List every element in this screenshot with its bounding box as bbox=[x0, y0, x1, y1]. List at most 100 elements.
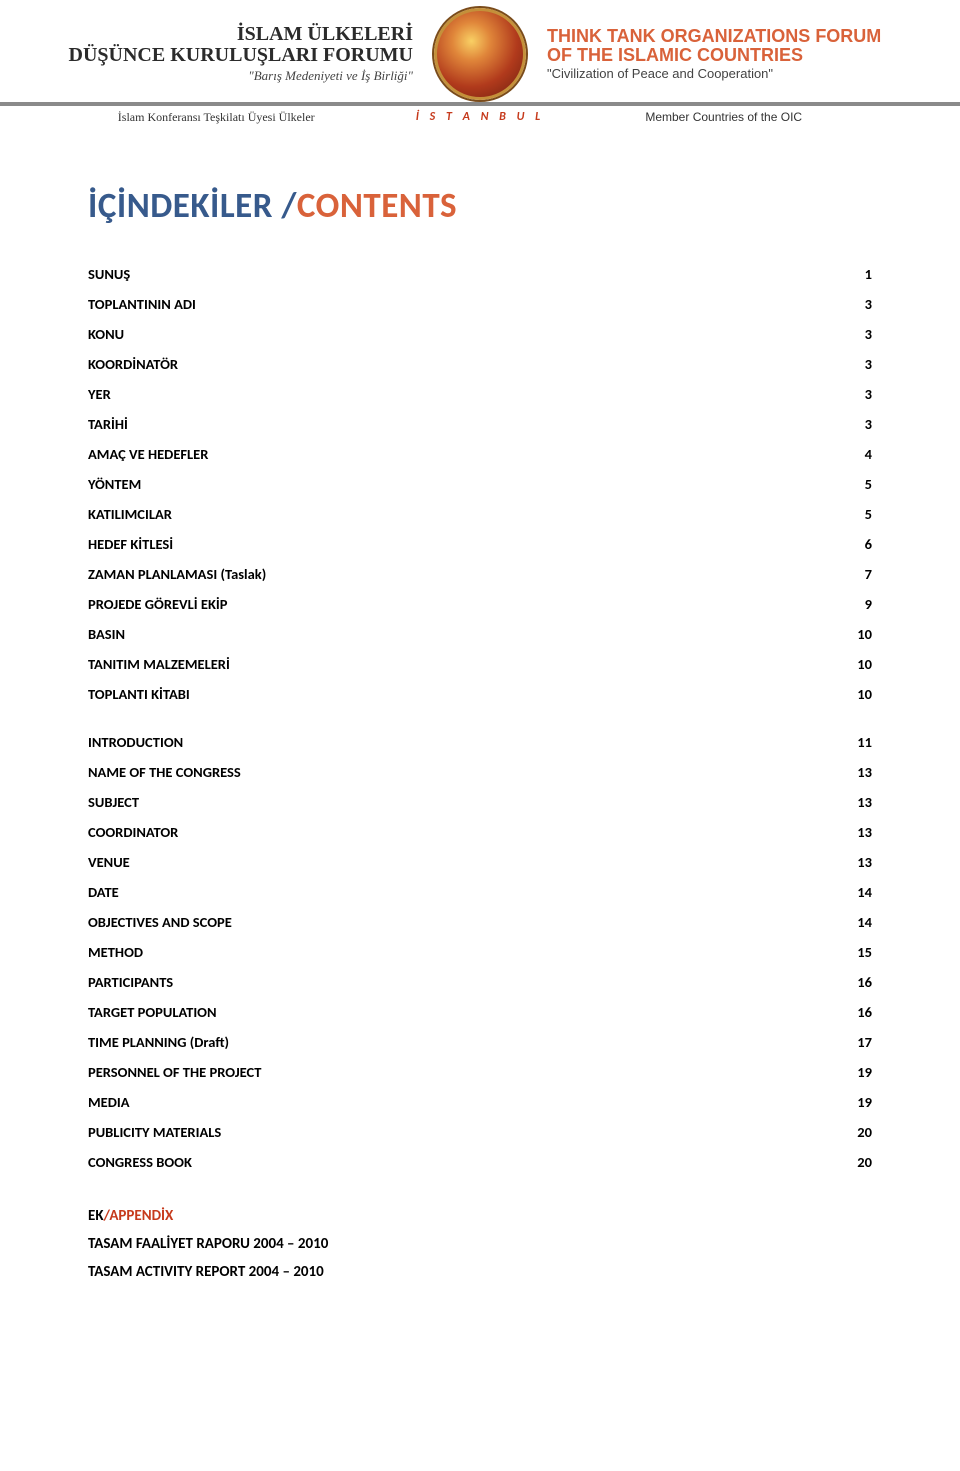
toc-group-turkish: SUNUŞ 1TOPLANTININ ADI 3KONU 3KOORDİNATÖ… bbox=[88, 265, 872, 703]
toc-page-number: 5 bbox=[865, 505, 872, 523]
globe-badge-icon bbox=[434, 8, 526, 100]
toc-page-number: 13 bbox=[857, 853, 872, 871]
toc-page-number: 20 bbox=[857, 1153, 872, 1171]
toc-page-number: 3 bbox=[865, 415, 872, 433]
tagline-tr: "Barış Medeniyeti ve İş Birliği" bbox=[0, 68, 413, 84]
toc-page-number: 13 bbox=[857, 823, 872, 841]
toc-entry: KONU 3 bbox=[88, 325, 872, 343]
toc-entry: BASIN 10 bbox=[88, 625, 872, 643]
toc-label: OBJECTIVES AND SCOPE bbox=[88, 913, 232, 931]
toc-label: VENUE bbox=[88, 853, 130, 871]
toc-page-number: 7 bbox=[865, 565, 872, 583]
toc-page-number: 20 bbox=[857, 1123, 872, 1141]
toc-label: SUNUŞ bbox=[88, 265, 130, 283]
org-title-en-line1: THINK TANK ORGANIZATIONS FORUM bbox=[547, 27, 960, 46]
toc-label: YÖNTEM bbox=[88, 475, 141, 493]
toc-page-number: 10 bbox=[857, 655, 872, 673]
toc-label: INTRODUCTION bbox=[88, 733, 183, 751]
toc-entry: OBJECTIVES AND SCOPE 14 bbox=[88, 913, 872, 931]
toc-label: NAME OF THE CONGRESS bbox=[88, 763, 241, 781]
banner-center bbox=[425, 8, 535, 100]
subhead-en: Member Countries of the OIC bbox=[637, 110, 960, 125]
toc-entry: NAME OF THE CONGRESS 13 bbox=[88, 763, 872, 781]
toc-entry: TARGET POPULATION 16 bbox=[88, 1003, 872, 1021]
toc-label: PARTICIPANTS bbox=[88, 973, 173, 991]
toc-entry: TOPLANTI KİTABI 10 bbox=[88, 685, 872, 703]
toc-page-number: 14 bbox=[857, 913, 872, 931]
toc-entry: VENUE 13 bbox=[88, 853, 872, 871]
toc-page-number: 19 bbox=[857, 1063, 872, 1081]
toc-entry: MEDIA 19 bbox=[88, 1093, 872, 1111]
header-rule bbox=[0, 102, 960, 106]
banner-right: THINK TANK ORGANIZATIONS FORUM OF THE IS… bbox=[539, 27, 960, 82]
toc-page-number: 14 bbox=[857, 883, 872, 901]
toc-label: COORDINATOR bbox=[88, 823, 178, 841]
toc-label: KATILIMCILAR bbox=[88, 505, 172, 523]
toc-entry: PROJEDE GÖREVLİ EKİP 9 bbox=[88, 595, 872, 613]
toc-label: ZAMAN PLANLAMASI (Taslak) bbox=[88, 565, 266, 583]
toc-label: TARİHİ bbox=[88, 415, 128, 433]
toc-entry: TARİHİ 3 bbox=[88, 415, 872, 433]
page-body: İÇİNDEKİLER /CONTENTS SUNUŞ 1 TOPLANTININ… bbox=[0, 185, 960, 1341]
org-title-tr-line1: İSLAM ÜLKELERİ bbox=[0, 24, 413, 45]
toc-entry: PUBLICITY MATERIALS 20 bbox=[88, 1123, 872, 1141]
toc-page-number: 16 bbox=[857, 973, 872, 991]
toc-label: TOPLANTI KİTABI bbox=[88, 685, 190, 703]
toc-entry: METHOD 15 bbox=[88, 943, 872, 961]
toc-page-number: 10 bbox=[857, 625, 872, 643]
toc-page-number: 1 bbox=[865, 265, 872, 283]
toc-label: SUBJECT bbox=[88, 793, 139, 811]
toc-page-number: 5 bbox=[865, 475, 872, 493]
toc-label: KOORDİNATÖR bbox=[88, 355, 178, 373]
toc-page-number: 3 bbox=[865, 325, 872, 343]
toc-entry: PARTICIPANTS 16 bbox=[88, 973, 872, 991]
toc-entry: KATILIMCILAR 5 bbox=[88, 505, 872, 523]
toc-page-number: 15 bbox=[857, 943, 872, 961]
toc-entry: PERSONNEL OF THE PROJECT 19 bbox=[88, 1063, 872, 1081]
title-separator: / bbox=[273, 185, 297, 227]
org-title-tr-line2: DÜŞÜNCE KURULUŞLARI FORUMU bbox=[0, 45, 413, 66]
toc-label: PERSONNEL OF THE PROJECT bbox=[88, 1063, 261, 1081]
toc-page-number: 6 bbox=[865, 535, 872, 553]
toc-entry: YÖNTEM 5 bbox=[88, 475, 872, 493]
toc-page-number: 9 bbox=[865, 595, 872, 613]
toc-page-number: 3 bbox=[865, 295, 872, 313]
toc-entry: INTRODUCTION 11 bbox=[88, 733, 872, 751]
banner-row: İSLAM ÜLKELERİ DÜŞÜNCE KURULUŞLARI FORUM… bbox=[0, 8, 960, 100]
toc-page-number: 16 bbox=[857, 1003, 872, 1021]
toc-label: TOPLANTININ ADI bbox=[88, 295, 196, 313]
toc-label: CONGRESS BOOK bbox=[88, 1153, 192, 1171]
appendix-title-primary: EK bbox=[88, 1207, 104, 1225]
istanbul-label: İ S T A N B U L bbox=[323, 108, 638, 125]
toc-entry: YER 3 bbox=[88, 385, 872, 403]
appendix-title: EK/APPENDİX bbox=[88, 1207, 872, 1225]
toc-entry: CONGRESS BOOK 20 bbox=[88, 1153, 872, 1171]
toc-entry: COORDINATOR 13 bbox=[88, 823, 872, 841]
banner-left: İSLAM ÜLKELERİ DÜŞÜNCE KURULUŞLARI FORUM… bbox=[0, 24, 421, 84]
toc-label: YER bbox=[88, 385, 111, 403]
title-primary: İÇİNDEKİLER bbox=[88, 185, 273, 227]
toc-entry: AMAÇ VE HEDEFLER 4 bbox=[88, 445, 872, 463]
toc-page-number: 4 bbox=[865, 445, 872, 463]
appendix-block: EK/APPENDİX TASAM FAALİYET RAPORU 2004 –… bbox=[88, 1207, 872, 1281]
toc-entry: HEDEF KİTLESİ 6 bbox=[88, 535, 872, 553]
toc-page-number: 17 bbox=[857, 1033, 872, 1051]
toc-page-number: 3 bbox=[865, 385, 872, 403]
toc-entry: TANITIM MALZEMELERİ 10 bbox=[88, 655, 872, 673]
toc-entry: TIME PLANNING (Draft) 17 bbox=[88, 1033, 872, 1051]
toc-page-number: 13 bbox=[857, 763, 872, 781]
appendix-title-secondary: APPENDİX bbox=[109, 1207, 173, 1225]
toc-label: BASIN bbox=[88, 625, 125, 643]
toc-label: PUBLICITY MATERIALS bbox=[88, 1123, 221, 1141]
toc-entry: DATE 14 bbox=[88, 883, 872, 901]
subhead-row: İslam Konferansı Teşkilatı Üyesi Ülkeler… bbox=[0, 108, 960, 125]
title-secondary: CONTENTS bbox=[297, 185, 457, 227]
toc-label: TIME PLANNING (Draft) bbox=[88, 1033, 229, 1051]
toc-page-number: 19 bbox=[857, 1093, 872, 1111]
tagline-en: "Civilization of Peace and Cooperation" bbox=[547, 66, 960, 81]
toc-label: AMAÇ VE HEDEFLER bbox=[88, 445, 208, 463]
toc-entry: ZAMAN PLANLAMASI (Taslak) 7 bbox=[88, 565, 872, 583]
toc-page-number: 11 bbox=[857, 733, 872, 751]
toc: SUNUŞ 1TOPLANTININ ADI 3KONU 3KOORDİNATÖ… bbox=[88, 265, 872, 1171]
toc-label: METHOD bbox=[88, 943, 143, 961]
